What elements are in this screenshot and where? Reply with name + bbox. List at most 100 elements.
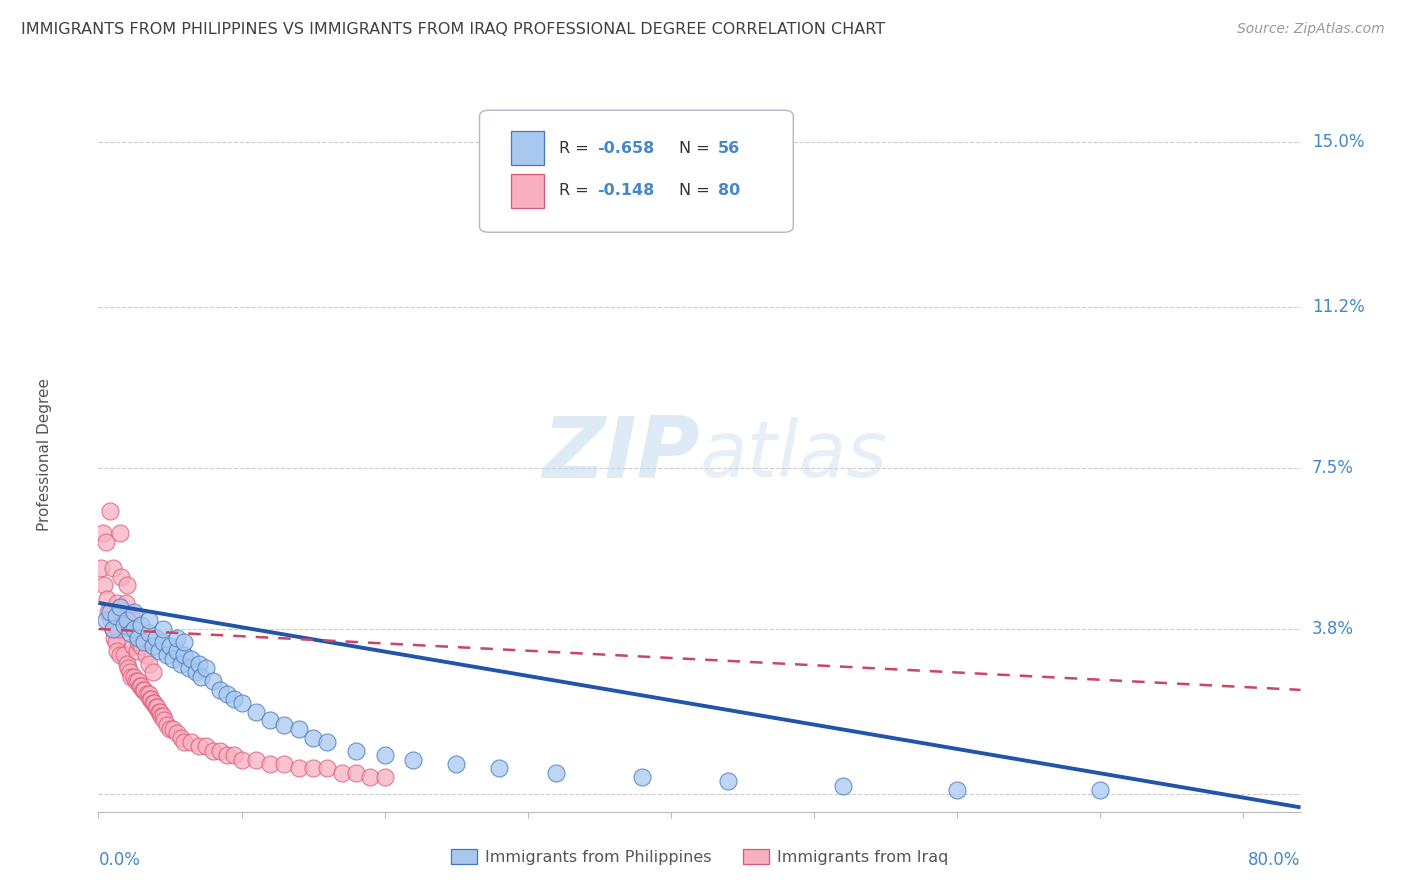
Point xyxy=(117,613,139,627)
Point xyxy=(173,735,195,749)
FancyBboxPatch shape xyxy=(510,131,544,165)
Point xyxy=(245,752,267,766)
Point xyxy=(112,617,135,632)
Point xyxy=(209,682,232,697)
Point xyxy=(166,631,188,645)
Point xyxy=(94,613,117,627)
Point xyxy=(104,608,127,623)
Point xyxy=(444,756,467,771)
Point xyxy=(118,665,141,680)
Point xyxy=(120,670,142,684)
Text: Professional Degree: Professional Degree xyxy=(37,378,52,532)
Point xyxy=(112,648,135,662)
Point xyxy=(177,661,200,675)
Point xyxy=(90,561,112,575)
Point xyxy=(159,722,181,736)
Text: -0.148: -0.148 xyxy=(598,184,655,198)
Text: R =: R = xyxy=(558,141,593,155)
Point xyxy=(141,691,163,706)
Point xyxy=(138,626,160,640)
Point xyxy=(344,744,367,758)
Point xyxy=(131,617,153,632)
Point xyxy=(831,779,853,793)
Point xyxy=(374,748,396,763)
Point xyxy=(122,605,145,619)
Point xyxy=(201,674,224,689)
Point xyxy=(231,752,253,766)
Point xyxy=(302,731,325,745)
Point xyxy=(217,748,239,763)
Text: 3.8%: 3.8% xyxy=(1312,620,1354,638)
Point xyxy=(143,696,166,710)
Point xyxy=(101,622,124,636)
Point xyxy=(114,596,136,610)
Point xyxy=(93,578,115,592)
Point xyxy=(145,631,167,645)
Point xyxy=(162,652,184,666)
Point xyxy=(180,652,202,666)
Point xyxy=(107,622,129,636)
Point xyxy=(152,622,174,636)
Point xyxy=(145,700,167,714)
Point xyxy=(136,687,159,701)
Point xyxy=(273,756,295,771)
Point xyxy=(142,696,165,710)
Point xyxy=(115,578,138,592)
Point xyxy=(1088,783,1111,797)
Point xyxy=(131,679,153,693)
Point xyxy=(148,705,170,719)
Point xyxy=(302,761,325,775)
Point xyxy=(122,622,145,636)
Text: 56: 56 xyxy=(717,141,740,155)
Point xyxy=(121,640,143,654)
Point xyxy=(180,735,202,749)
Point xyxy=(224,691,246,706)
Point xyxy=(316,735,339,749)
Point xyxy=(118,626,141,640)
Point xyxy=(231,696,253,710)
Point xyxy=(273,717,295,731)
Point xyxy=(142,665,165,680)
Point xyxy=(259,756,281,771)
Point xyxy=(103,631,125,645)
Text: atlas: atlas xyxy=(699,417,887,493)
Point xyxy=(173,635,195,649)
Point xyxy=(170,657,193,671)
Point xyxy=(108,526,131,541)
Point xyxy=(166,644,188,658)
Text: 15.0%: 15.0% xyxy=(1312,133,1364,151)
Point xyxy=(402,752,425,766)
Point xyxy=(488,761,510,775)
Point xyxy=(125,644,148,658)
Point xyxy=(128,674,150,689)
Point xyxy=(134,682,156,697)
Point xyxy=(156,648,179,662)
Point xyxy=(139,691,162,706)
Point xyxy=(120,622,142,636)
Text: 11.2%: 11.2% xyxy=(1312,298,1364,316)
Point xyxy=(153,714,176,728)
Point xyxy=(104,635,127,649)
Point xyxy=(134,635,156,649)
Point xyxy=(105,644,128,658)
Point xyxy=(101,622,124,636)
Point xyxy=(108,600,131,615)
Point xyxy=(98,504,121,518)
Point xyxy=(344,765,367,780)
Text: 7.5%: 7.5% xyxy=(1312,459,1354,477)
Point xyxy=(124,674,146,689)
Point xyxy=(631,770,654,784)
Text: -0.658: -0.658 xyxy=(598,141,655,155)
Point xyxy=(194,661,217,675)
Text: R =: R = xyxy=(558,184,593,198)
Point xyxy=(100,613,122,627)
Point xyxy=(946,783,969,797)
Point xyxy=(96,591,118,606)
Point xyxy=(94,535,117,549)
Text: Source: ZipAtlas.com: Source: ZipAtlas.com xyxy=(1237,22,1385,37)
Point xyxy=(152,709,174,723)
Point xyxy=(170,731,193,745)
Point xyxy=(122,613,145,627)
Point xyxy=(359,770,381,784)
Point xyxy=(91,526,114,541)
